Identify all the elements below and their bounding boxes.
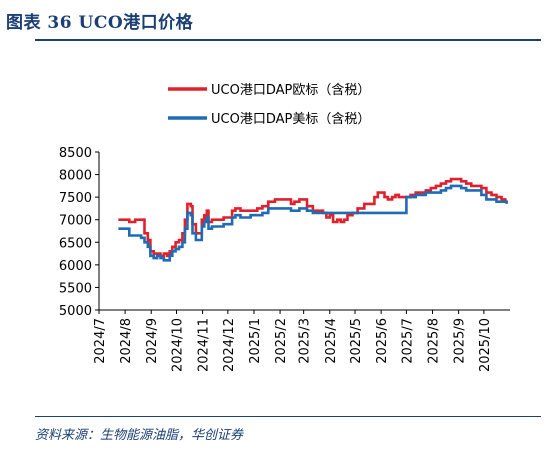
series-line-1 [118, 184, 508, 262]
x-tick-label: 2025/1 [248, 318, 263, 364]
x-tick-label: 2025/4 [324, 318, 339, 364]
figure-header: 图表 36 UCO港口价格 [6, 6, 541, 36]
y-tick-label: 5000 [59, 304, 92, 319]
x-tick-label: 2025/8 [427, 318, 442, 364]
y-tick-label: 5500 [59, 281, 92, 296]
x-tick-label: 2025/2 [274, 318, 289, 364]
figure-title: 图表 36 UCO港口价格 [6, 13, 194, 33]
x-tick-label: 2024/12 [222, 318, 237, 372]
x-tick-label: 2024/9 [145, 318, 160, 364]
y-tick-label: 8500 [59, 146, 92, 161]
title-rule [35, 39, 541, 41]
y-tick-label: 7000 [59, 214, 92, 229]
x-tick-label: 2025/5 [349, 318, 364, 364]
x-tick-label: 2024/10 [170, 318, 185, 372]
source-note: 资料来源：生物能源油脂，华创证券 [35, 428, 244, 443]
y-tick-label: 6500 [59, 236, 92, 251]
x-tick-label: 2025/10 [478, 318, 493, 372]
legend-label-1: UCO港口DAP美标（含税） [211, 111, 370, 127]
y-tick-label: 8000 [59, 169, 92, 184]
x-tick-label: 2025/7 [400, 318, 415, 364]
series-line-0 [118, 177, 507, 258]
x-tick-label: 2024/11 [197, 318, 212, 372]
legend-label-0: UCO港口DAP欧标（含税） [211, 82, 370, 98]
footer-rule [35, 416, 541, 417]
x-tick-label: 2025/9 [453, 318, 468, 364]
x-tick-label: 2025/3 [298, 318, 313, 364]
y-tick-label: 7500 [59, 191, 92, 206]
x-tick-label: 2024/7 [93, 318, 108, 364]
x-tick-label: 2024/8 [119, 318, 134, 364]
x-tick-label: 2025/6 [375, 318, 390, 364]
y-tick-label: 6000 [59, 259, 92, 274]
